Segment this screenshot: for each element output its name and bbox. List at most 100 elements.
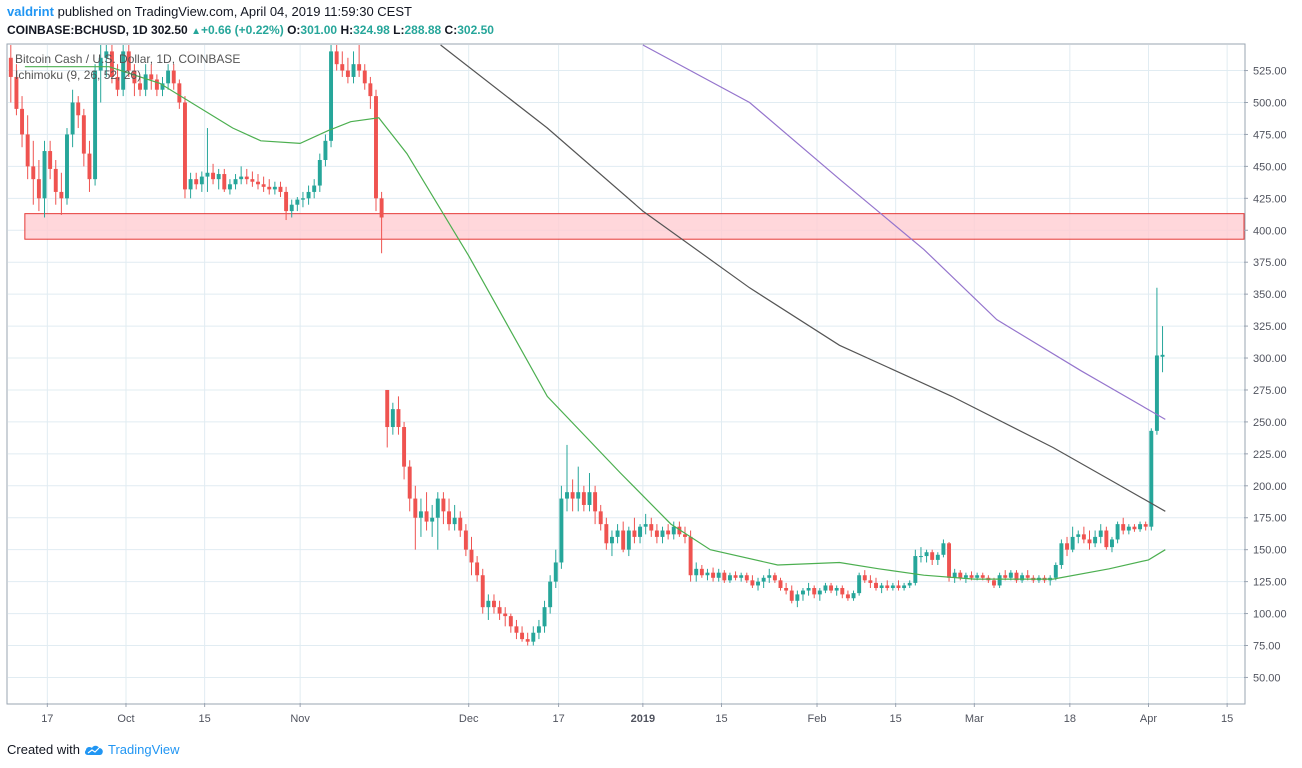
candle-body — [862, 575, 867, 581]
candle-body — [25, 134, 30, 167]
tradingview-cloud-icon — [84, 745, 103, 755]
moving-averages — [24, 44, 1166, 580]
candle-body — [205, 172, 210, 177]
plot-border — [6, 43, 1246, 705]
published-text: published on TradingView.com, April 04, … — [57, 4, 412, 19]
footer: Created with TradingView — [7, 742, 180, 757]
candle-body — [351, 64, 356, 77]
candle-body — [53, 168, 58, 192]
candle-body — [160, 83, 165, 90]
candle-body — [48, 151, 53, 169]
ma-gray-line — [440, 44, 1166, 512]
x-tick-label: Feb — [808, 713, 827, 725]
candle-body — [525, 639, 530, 642]
candle-body — [402, 427, 407, 467]
candle-body — [548, 581, 553, 608]
candle-body — [913, 556, 918, 583]
candle-body — [1138, 524, 1143, 530]
candle-body — [300, 198, 305, 200]
candle-body — [1149, 430, 1154, 527]
candle-body — [42, 151, 47, 199]
candle-body — [435, 498, 440, 518]
candle-body — [621, 530, 626, 550]
candle-body — [317, 159, 322, 186]
candle-body — [497, 607, 502, 614]
candle-body — [874, 582, 878, 589]
candle-body — [194, 179, 199, 185]
candle-body — [705, 572, 710, 576]
candle-body — [733, 575, 738, 578]
candle-body — [312, 185, 317, 192]
candle-body — [531, 632, 536, 642]
candle-body — [59, 191, 64, 199]
candle-body — [362, 70, 367, 84]
candle-body — [138, 83, 142, 90]
author-link[interactable]: valdrint — [7, 4, 54, 19]
candle-body — [430, 517, 435, 522]
candle-body — [694, 568, 699, 576]
low-label: L: — [393, 23, 405, 37]
price-change: +0.66 (+0.22%) — [200, 23, 284, 37]
symbol-name[interactable]: COINBASE:BCHUSD, 1D — [7, 23, 148, 37]
x-tick-label: 17 — [552, 713, 564, 725]
candle-body — [1003, 575, 1008, 578]
chart-grid — [8, 45, 1244, 703]
candle-body — [952, 572, 957, 578]
candle-body — [1126, 526, 1131, 531]
candle-body — [1014, 572, 1019, 581]
candle-body — [1025, 575, 1030, 578]
ma-purple-line — [642, 44, 1166, 420]
y-tick-label: 225.00 — [1253, 449, 1287, 461]
candle-body — [65, 134, 69, 199]
y-tick-label: 125.00 — [1253, 577, 1287, 589]
candle-body — [879, 585, 884, 589]
candle-body — [722, 572, 727, 581]
candle-body — [143, 74, 148, 90]
last-price: 302.50 — [151, 23, 188, 37]
candle-body — [924, 552, 929, 557]
y-tick-label: 250.00 — [1253, 417, 1287, 429]
candle-body — [233, 179, 238, 185]
candle-body — [452, 517, 457, 525]
candle-body — [323, 140, 328, 160]
x-tick-label: Mar — [965, 713, 984, 725]
created-with-text: Created with — [7, 742, 80, 757]
candle-body — [789, 590, 794, 601]
candle-body — [520, 632, 525, 640]
candle-body — [587, 492, 592, 505]
candle-body — [1115, 524, 1120, 540]
candle-body — [784, 588, 789, 591]
ma-green-line — [24, 66, 1166, 580]
price-axis[interactable]: 50.00 75.00 100.00 125.00 150.00 175.00 200.00… — [1244, 66, 1287, 685]
tradingview-link[interactable]: TradingView — [107, 742, 180, 757]
candle-body — [565, 492, 569, 499]
candle-body — [334, 51, 339, 65]
candle-body — [177, 83, 182, 103]
y-tick-label: 325.00 — [1253, 321, 1287, 333]
candle-body — [536, 626, 541, 633]
time-axis[interactable]: 17 Oct 15 Nov Dec 17 2019 15 Feb 15 Mar 18 Apr 15 — [41, 703, 1233, 725]
candle-body — [1110, 539, 1114, 548]
candlesticks — [8, 45, 1165, 646]
candle-body — [272, 186, 277, 190]
candle-body — [626, 530, 631, 550]
candle-body — [183, 102, 187, 190]
x-tick-label: 15 — [890, 713, 902, 725]
candle-body — [469, 549, 474, 563]
candle-body — [98, 57, 103, 71]
up-arrow-icon: ▲ — [191, 26, 201, 37]
indicator-legend[interactable]: Ichimoku (9, 26, 52, 26) — [15, 68, 142, 82]
candle-body — [615, 530, 620, 537]
candle-body — [941, 543, 946, 555]
candle-body — [121, 51, 126, 90]
candle-body — [750, 580, 755, 586]
candle-body — [851, 593, 856, 599]
candle-body — [1076, 534, 1081, 537]
candle-body — [1070, 536, 1075, 550]
candle-body — [407, 466, 412, 499]
chart-title: Bitcoin Cash / U.S. Dollar, 1D, COINBASE — [15, 52, 241, 66]
candle-body — [81, 115, 86, 154]
candle-body — [104, 51, 109, 58]
candle-body — [688, 536, 693, 576]
